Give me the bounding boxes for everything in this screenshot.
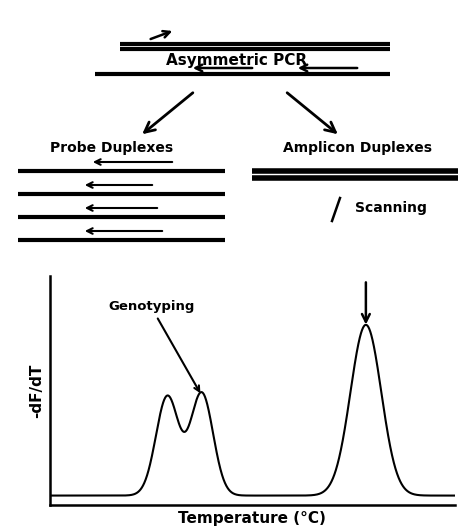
Text: Amplicon Duplexes: Amplicon Duplexes [283, 141, 432, 155]
Text: Asymmetric PCR: Asymmetric PCR [166, 53, 308, 67]
Text: Scanning: Scanning [355, 201, 427, 215]
X-axis label: Temperature (°C): Temperature (°C) [179, 511, 326, 525]
Text: Probe Duplexes: Probe Duplexes [50, 141, 173, 155]
Y-axis label: -dF/dT: -dF/dT [29, 363, 44, 418]
Text: Genotyping: Genotyping [108, 300, 199, 391]
